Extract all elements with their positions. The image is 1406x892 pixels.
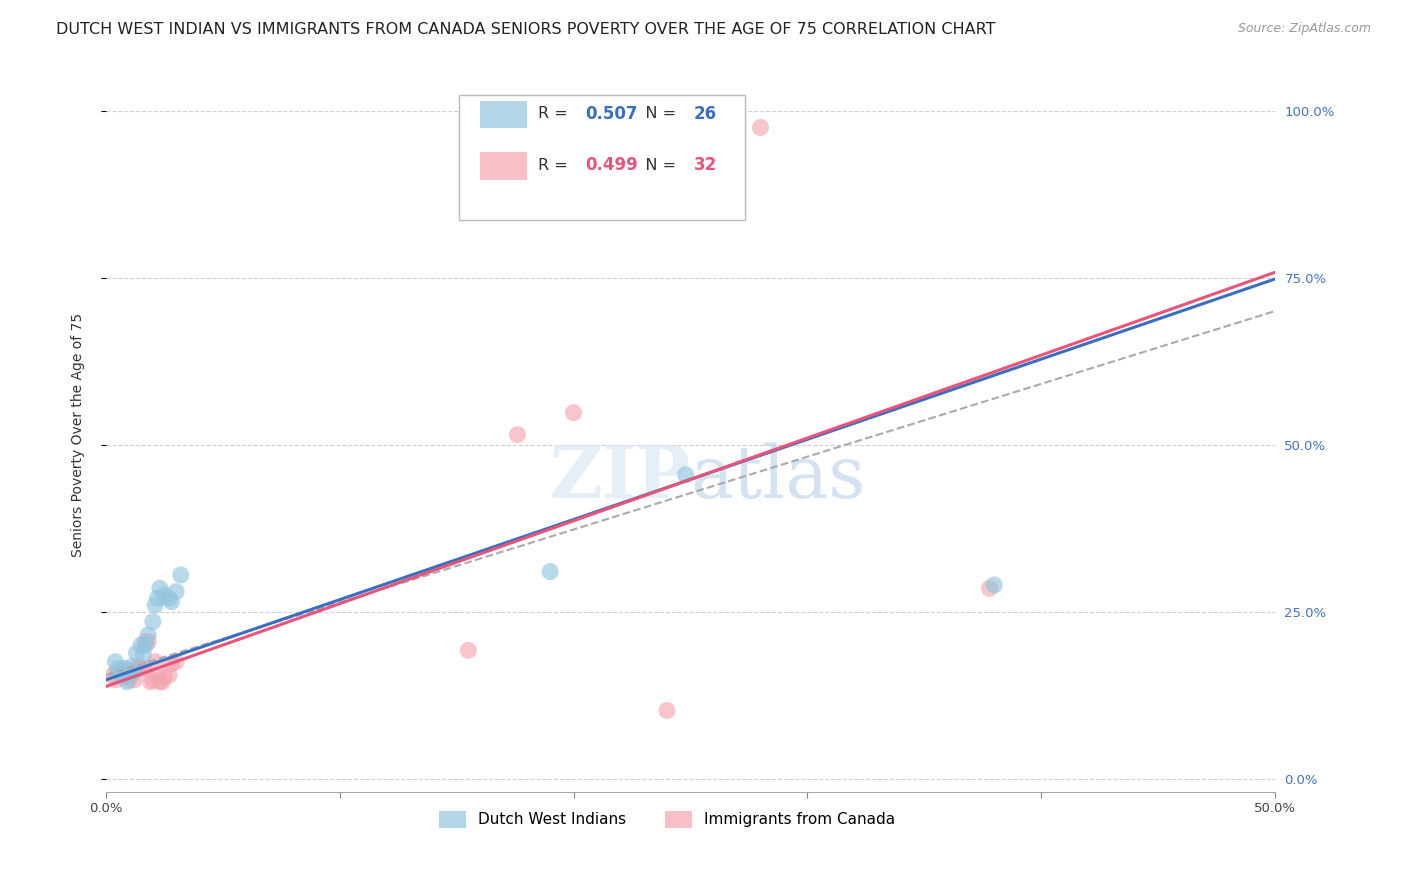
Point xyxy=(170,568,193,582)
Point xyxy=(153,588,176,602)
Point xyxy=(114,668,136,682)
FancyBboxPatch shape xyxy=(458,95,745,219)
Point xyxy=(122,665,145,679)
Point xyxy=(136,628,159,642)
Point xyxy=(122,673,145,687)
Point xyxy=(749,120,772,135)
Point xyxy=(108,666,131,681)
Point xyxy=(157,591,180,606)
Point xyxy=(136,634,159,648)
FancyBboxPatch shape xyxy=(479,153,527,179)
Point xyxy=(132,661,155,675)
Point xyxy=(150,674,173,689)
Text: 0.499: 0.499 xyxy=(585,156,638,174)
Point xyxy=(125,646,148,660)
Legend: Dutch West Indians, Immigrants from Canada: Dutch West Indians, Immigrants from Cana… xyxy=(433,805,901,834)
Point xyxy=(115,674,138,689)
Point xyxy=(135,638,157,652)
Text: Source: ZipAtlas.com: Source: ZipAtlas.com xyxy=(1237,22,1371,36)
Point xyxy=(111,668,134,682)
Point xyxy=(143,598,166,612)
Point xyxy=(121,659,143,673)
Point xyxy=(146,668,169,682)
Point xyxy=(675,467,697,482)
Point xyxy=(153,670,176,684)
Text: N =: N = xyxy=(630,158,681,173)
Point xyxy=(143,655,166,669)
Point xyxy=(118,668,141,682)
Point xyxy=(157,668,180,682)
Point xyxy=(142,673,165,687)
Text: 0.507: 0.507 xyxy=(585,105,638,123)
Point xyxy=(457,643,479,657)
Point xyxy=(108,668,131,682)
Point xyxy=(107,665,129,679)
Point xyxy=(983,578,1005,592)
Point xyxy=(129,661,152,675)
Text: R =: R = xyxy=(538,158,574,173)
Point xyxy=(165,584,187,599)
Point xyxy=(104,673,127,687)
Point xyxy=(118,673,141,687)
Text: ZIP: ZIP xyxy=(550,442,690,513)
Point xyxy=(160,657,183,671)
Point xyxy=(114,661,136,675)
Point xyxy=(135,634,157,648)
Point xyxy=(125,661,148,675)
Point xyxy=(979,582,1001,596)
Point xyxy=(101,668,124,682)
Point xyxy=(128,659,150,673)
FancyBboxPatch shape xyxy=(479,101,527,128)
Point xyxy=(132,648,155,662)
Text: 32: 32 xyxy=(695,156,717,174)
Text: atlas: atlas xyxy=(690,442,866,513)
Point xyxy=(146,591,169,606)
Point xyxy=(129,638,152,652)
Point xyxy=(160,594,183,608)
Text: N =: N = xyxy=(630,106,681,121)
Text: R =: R = xyxy=(538,106,574,121)
Point xyxy=(104,655,127,669)
Point xyxy=(506,427,529,442)
Point xyxy=(655,704,678,718)
Y-axis label: Seniors Poverty Over the Age of 75: Seniors Poverty Over the Age of 75 xyxy=(72,312,86,557)
Point xyxy=(139,674,162,689)
Text: DUTCH WEST INDIAN VS IMMIGRANTS FROM CANADA SENIORS POVERTY OVER THE AGE OF 75 C: DUTCH WEST INDIAN VS IMMIGRANTS FROM CAN… xyxy=(56,22,995,37)
Point xyxy=(165,655,187,669)
Point xyxy=(538,565,561,579)
Point xyxy=(149,674,172,689)
Point xyxy=(562,406,585,420)
Point xyxy=(149,582,172,596)
Point xyxy=(111,670,134,684)
Point xyxy=(107,661,129,675)
Point xyxy=(121,666,143,681)
Text: 26: 26 xyxy=(695,105,717,123)
Point xyxy=(142,615,165,629)
Point xyxy=(115,664,138,678)
